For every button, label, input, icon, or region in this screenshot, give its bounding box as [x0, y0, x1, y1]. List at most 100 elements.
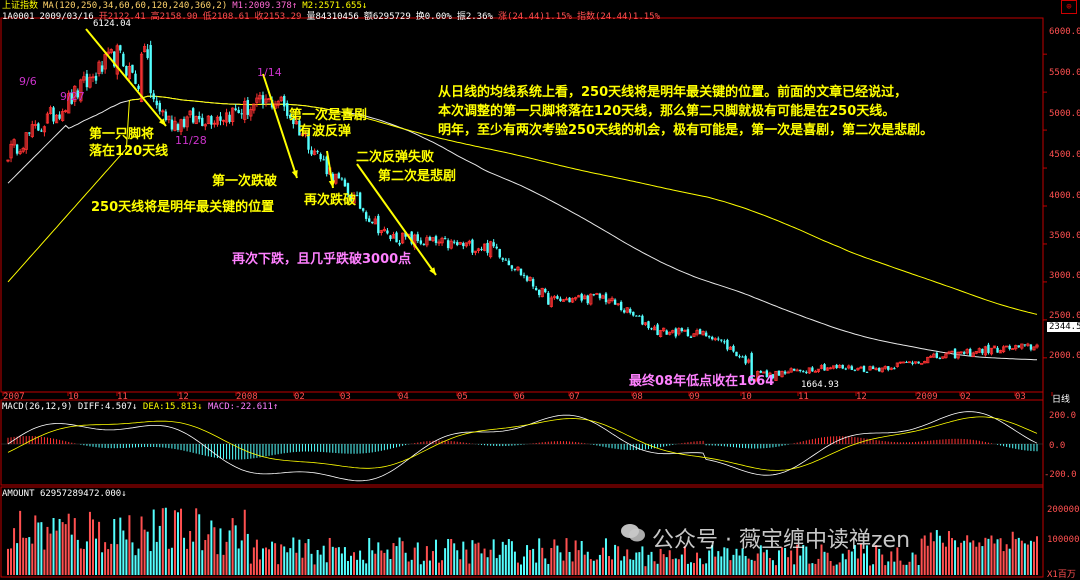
x-tick-label: 日线 [1052, 395, 1071, 405]
candle-body [720, 339, 723, 341]
volume-bar [343, 547, 346, 575]
candle-body [853, 369, 857, 371]
volume-value: 62957289472.000↓ [39, 489, 127, 499]
volume-bar [595, 559, 598, 575]
volume-bar [465, 549, 468, 575]
volume-header: AMOUNT 62957289472.000↓ [2, 489, 127, 499]
volume-bar [753, 560, 756, 575]
candle-body [525, 276, 529, 281]
volume-bar [310, 553, 313, 575]
volume-bar [978, 542, 981, 575]
volume-bar [996, 539, 999, 575]
volume-bar [659, 548, 662, 575]
candle-body [519, 268, 523, 276]
candle-body [795, 369, 799, 372]
candle-body [398, 242, 401, 245]
candle-body [437, 241, 441, 244]
volume-bar [1011, 531, 1014, 575]
volume-bar [134, 555, 137, 575]
candle-body [619, 301, 623, 310]
candle-body [762, 371, 766, 374]
volume-bar [577, 550, 580, 575]
volume-bar [884, 565, 887, 575]
candle-body [677, 328, 681, 335]
candle-body [601, 295, 605, 299]
date-label-9-27: 9/27 [60, 90, 85, 103]
volume-bar [608, 556, 611, 575]
index-change: 指数(24.44)1.15% [576, 12, 660, 22]
candle-body [838, 365, 842, 368]
candle-body [231, 107, 235, 122]
candle-body [992, 345, 997, 349]
candle-body [58, 114, 61, 119]
candle-body [689, 336, 693, 338]
candle-body [647, 321, 650, 329]
volume-bar [198, 514, 201, 575]
ytick-2000: 2000.0 [1049, 351, 1080, 361]
candle-body [331, 173, 334, 183]
candle-body [1005, 345, 1009, 348]
candle-body [21, 147, 25, 152]
volume-bar [19, 510, 22, 575]
volume-bar [325, 562, 328, 575]
candle-body [905, 361, 908, 363]
x-tick-label: 2009 [916, 392, 938, 402]
volume-bar [337, 547, 340, 575]
volume-bar [823, 551, 826, 575]
volume-bar [334, 547, 337, 575]
candle-body [659, 330, 663, 337]
volume-bar [611, 559, 614, 575]
volume-bar [699, 558, 702, 575]
candle-body [413, 234, 417, 248]
candle-body [261, 95, 265, 104]
wechat-logo-icon [620, 522, 646, 544]
volume-bar [541, 547, 544, 575]
candle-body [632, 311, 635, 316]
candle-body [735, 351, 738, 357]
volume-bar [416, 542, 419, 575]
candle-body [510, 265, 514, 269]
candle-body [802, 371, 805, 373]
candle-body [589, 293, 593, 305]
volume-bar [401, 541, 404, 575]
volume-bar [158, 525, 161, 575]
x-tick-label: 04 [398, 392, 409, 402]
volume-bar [720, 556, 723, 575]
volume-bar [550, 548, 553, 575]
candle-body [965, 349, 969, 354]
volume-bar [447, 538, 450, 575]
volume-bar [905, 564, 908, 575]
volume-bar [152, 509, 155, 575]
volume-bar [589, 559, 592, 575]
volume-bar [498, 554, 501, 575]
volume-bar [85, 541, 88, 575]
candle-body [959, 351, 963, 354]
candle-body [194, 116, 198, 125]
volume-bar [583, 554, 586, 575]
candle-body [683, 329, 687, 332]
close-icon[interactable]: ⊕ [1061, 0, 1077, 14]
annotation-tragedy: 第二次是悲剧 [378, 169, 457, 184]
volume-bar [774, 565, 777, 575]
candle-body [935, 352, 939, 359]
volume-bar [301, 557, 304, 575]
volume-bar [653, 561, 656, 575]
macd-label: MACD(26,12,9) [2, 402, 73, 412]
candle-body [310, 150, 313, 155]
volume-bar [292, 537, 295, 575]
candle-body [874, 368, 878, 371]
volume-bar [180, 508, 183, 575]
volume-bar [893, 561, 896, 575]
candle-body [185, 116, 189, 128]
volume-bar [975, 546, 978, 575]
volume-bar [890, 551, 893, 575]
volume-bar [969, 542, 972, 575]
candle-body [134, 73, 137, 84]
candle-body [865, 371, 869, 373]
candle-body [40, 130, 43, 132]
volume-bar [155, 541, 158, 575]
volume-bar [729, 560, 732, 575]
volume-bar [167, 548, 170, 575]
candle-body [42, 126, 47, 133]
